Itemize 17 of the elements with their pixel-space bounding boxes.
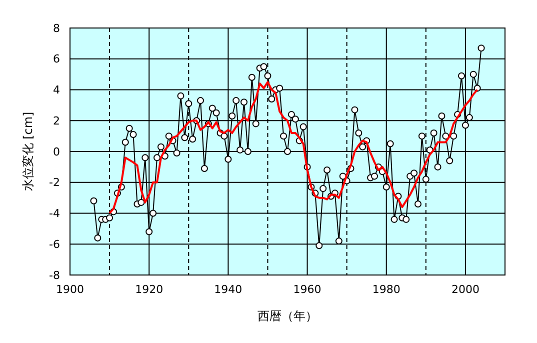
y-tick-label: 8 — [53, 22, 60, 35]
y-tick-label: 0 — [53, 145, 60, 158]
x-tick-label: 2000 — [451, 283, 480, 296]
x-axis-title: 西暦（年） — [258, 309, 318, 323]
y-tick-label: -8 — [49, 268, 60, 282]
y-tick-label: 6 — [53, 52, 60, 66]
x-tick-label: 1900 — [56, 283, 84, 296]
y-tick-label: -2 — [49, 176, 60, 190]
x-tick-label: 1940 — [214, 283, 242, 296]
y-axis-title: 水位変化 [cm] — [21, 112, 35, 192]
x-tick-label: 1980 — [372, 283, 400, 296]
x-tick-label: 1960 — [293, 283, 322, 296]
x-tick-label: 1920 — [135, 283, 164, 296]
y-tick-label: -6 — [49, 238, 60, 251]
y-tick-label: -4 — [49, 207, 60, 220]
y-tick-label: 2 — [53, 114, 60, 128]
y-tick-label: 4 — [53, 84, 60, 97]
